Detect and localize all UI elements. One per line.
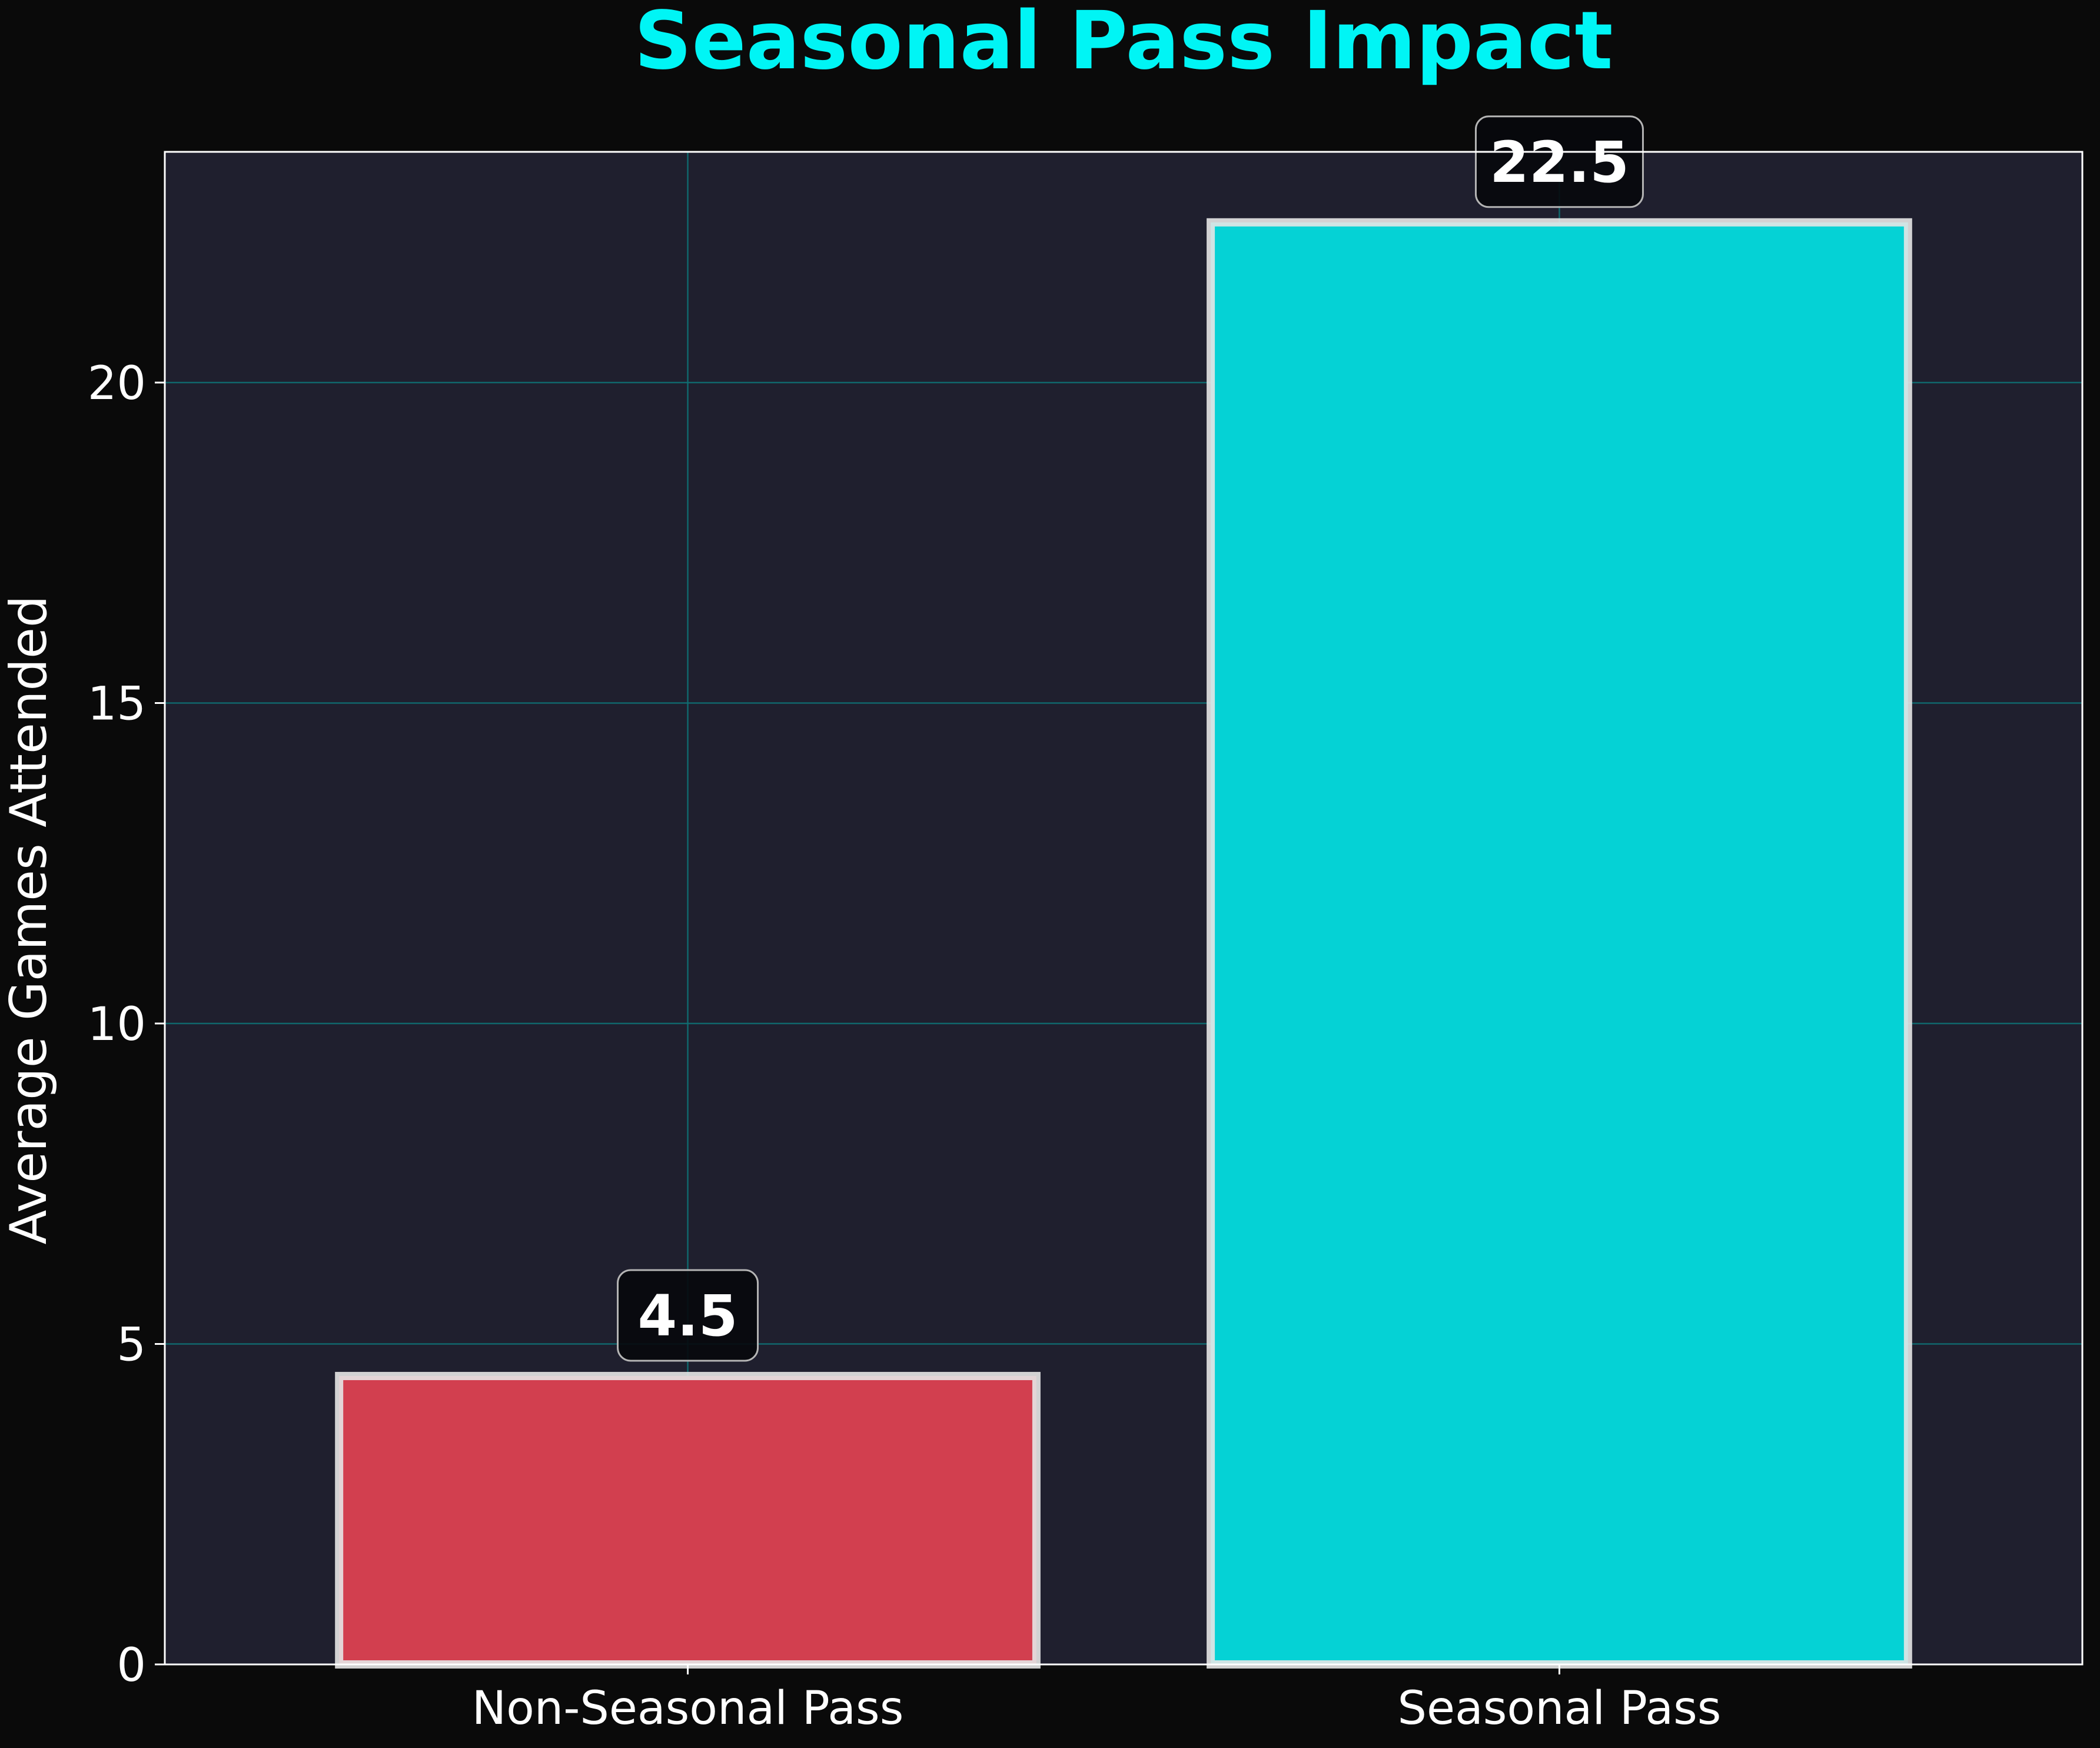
bar-1 <box>1207 218 1912 1669</box>
x-tick-label-0: Non-Seasonal Pass <box>472 1682 904 1735</box>
y-tick-label-1: 5 <box>117 1319 146 1372</box>
y-tick-label-0: 0 <box>117 1639 146 1692</box>
bars <box>335 218 1912 1669</box>
plot-frame <box>164 151 2084 1666</box>
bar-0 <box>335 1371 1041 1669</box>
y-tick-label-3: 15 <box>88 678 146 731</box>
y-axis-title: Average Games Attended <box>0 596 58 1245</box>
value-label-box-1 <box>1474 115 1644 208</box>
y-tick-label-4: 20 <box>88 357 146 410</box>
value-labels: 4.5 22.5 <box>617 115 1644 1362</box>
value-label-0: 4.5 <box>638 1283 738 1349</box>
value-label-box-0 <box>617 1269 759 1362</box>
chart-title: Seasonal Pass Impact <box>634 0 1613 88</box>
axis-ticks: Non-Seasonal Pass Seasonal Pass 0 5 10 15 20 <box>88 357 1722 1735</box>
y-tick-label-2: 10 <box>88 998 146 1051</box>
x-tick-label-1: Seasonal Pass <box>1397 1682 1721 1735</box>
value-label-1: 22.5 <box>1490 129 1629 195</box>
